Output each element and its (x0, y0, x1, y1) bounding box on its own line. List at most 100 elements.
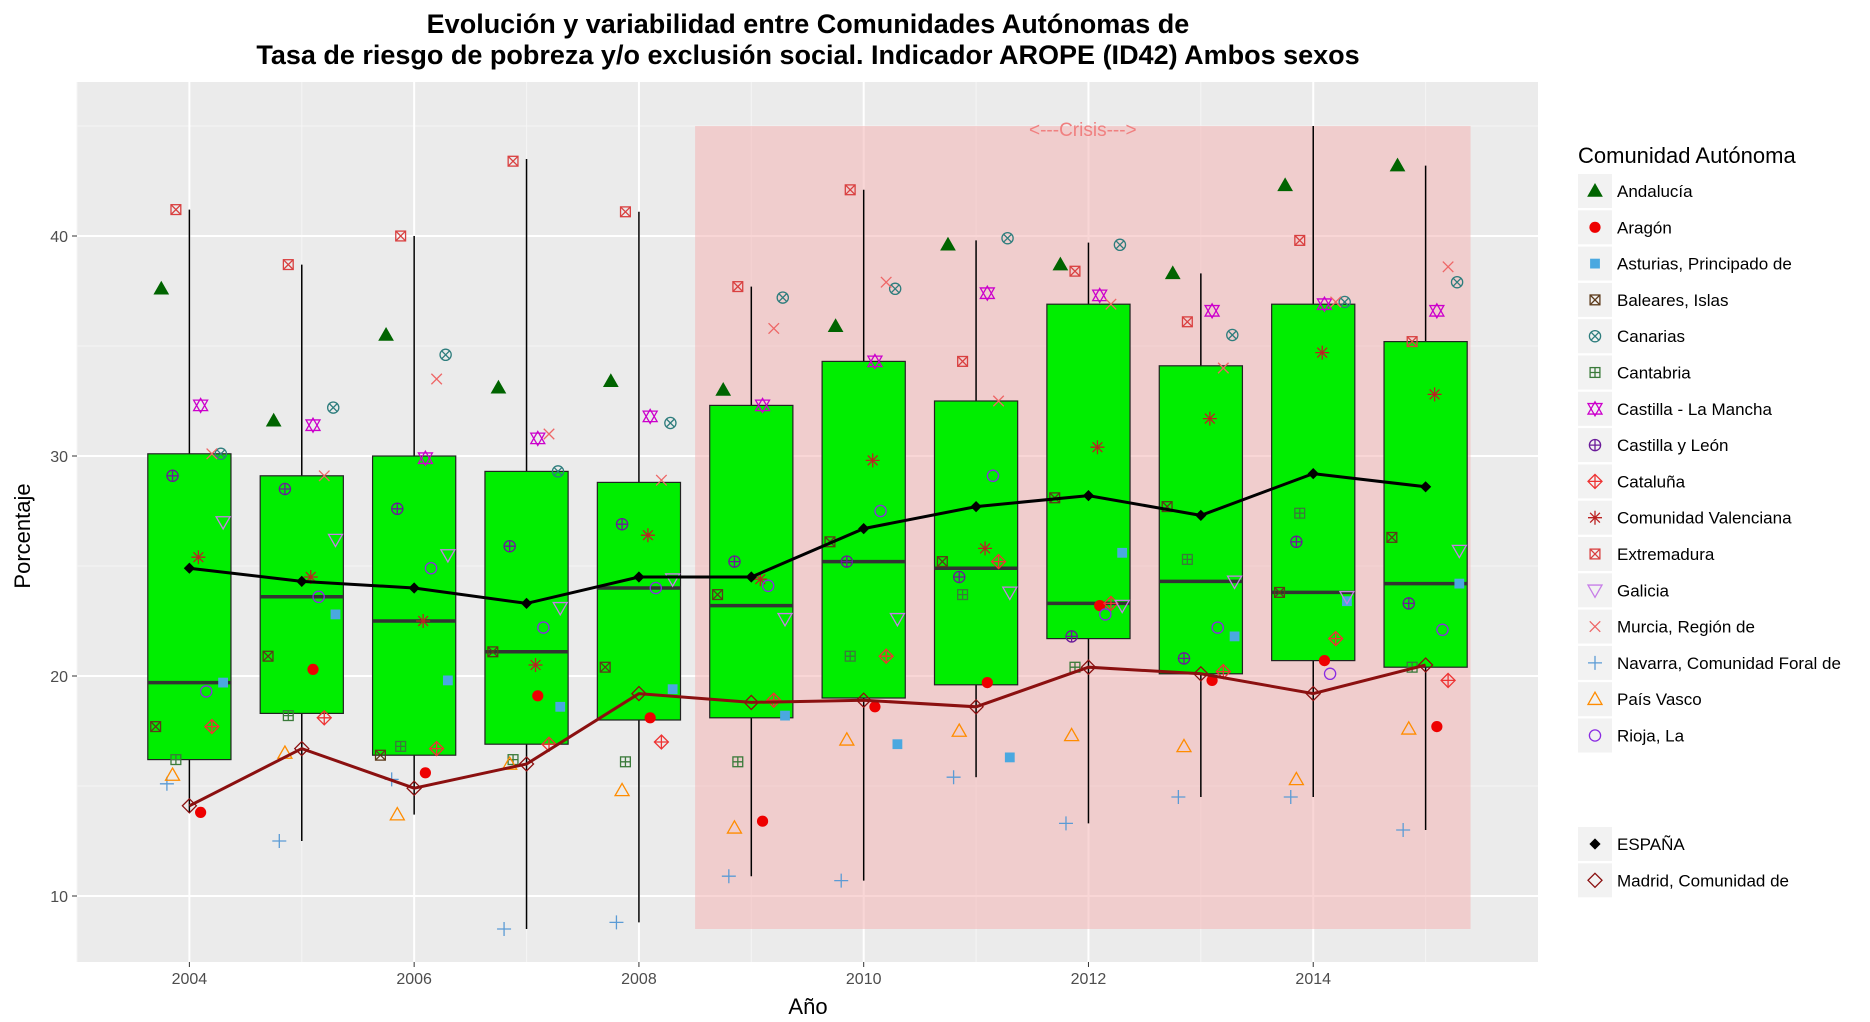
legend-label: Madrid, Comunidad de (1617, 871, 1789, 890)
data-point (206, 448, 218, 460)
data-point (655, 474, 668, 486)
legend-item: Castilla - La Mancha (1578, 391, 1773, 426)
box-body (371, 455, 457, 756)
data-point (1091, 287, 1108, 304)
legend-item: Asturias, Principado de (1578, 246, 1792, 281)
series-andaluc-a (153, 157, 1406, 427)
data-point (1069, 265, 1081, 277)
series-canarias (214, 231, 1464, 478)
legend-key (1578, 682, 1612, 717)
data-point (869, 701, 881, 713)
data-point (780, 710, 790, 721)
legend-marker (1589, 221, 1601, 233)
data-point (1273, 586, 1286, 598)
line-espana (189, 472, 1426, 605)
data-point (936, 556, 948, 568)
data-point (416, 614, 431, 628)
data-point (1288, 771, 1305, 786)
data-point (1181, 316, 1193, 328)
data-point (834, 873, 849, 888)
legend-item: Madrid, Comunidad de (1578, 863, 1789, 898)
data-point (1428, 302, 1445, 320)
data-point (642, 408, 659, 425)
legend-item: Rioja, La (1578, 718, 1685, 753)
data-point (732, 281, 744, 293)
legend-label: Rioja, La (1617, 727, 1685, 746)
box-body (259, 475, 344, 714)
legend: Comunidad Autónoma Andalucía Aragón Asturia… (1578, 143, 1841, 898)
data-point (721, 869, 736, 884)
data-point (653, 734, 670, 750)
series-comunidad-valenciana (191, 345, 1442, 672)
data-point (978, 541, 993, 556)
legend-title: Comunidad Autónoma (1578, 143, 1796, 168)
data-point (1229, 631, 1240, 642)
data-point (1342, 596, 1352, 607)
x-tick-label: 2006 (396, 971, 432, 988)
line-point (1417, 657, 1434, 673)
data-point (170, 204, 182, 216)
series-castilla-la-mancha (192, 284, 1445, 467)
chart-title-line1: Evolución y variabilidad entre Comunidad… (427, 9, 1190, 39)
series-extremadura (170, 155, 1418, 367)
x-tick-label: 2014 (1295, 971, 1331, 988)
box-body (1271, 303, 1356, 662)
legend-key (1578, 391, 1612, 426)
line-point (1195, 509, 1207, 521)
data-point (1099, 608, 1112, 621)
data-point (715, 381, 732, 396)
data-point (1316, 295, 1333, 313)
data-point (844, 650, 856, 662)
data-point (487, 646, 499, 658)
data-point (712, 589, 724, 601)
data-point (1315, 345, 1330, 360)
data-point (619, 206, 631, 218)
data-point (395, 740, 407, 752)
legend-marker (1587, 182, 1603, 197)
data-point (940, 236, 956, 251)
data-point (957, 355, 969, 367)
legend-label: ESPAÑA (1617, 835, 1685, 854)
data-point (664, 416, 677, 430)
data-point (1283, 790, 1298, 804)
x-tick-label: 2012 (1071, 971, 1107, 988)
data-point (776, 612, 794, 628)
line-point (633, 571, 645, 583)
box-2011 (933, 240, 1019, 778)
data-point (1202, 411, 1217, 426)
data-point (892, 739, 903, 750)
legend-marker (1589, 548, 1601, 560)
data-point (1327, 630, 1344, 647)
data-point (889, 612, 906, 628)
data-point (330, 609, 341, 620)
data-point (1217, 362, 1230, 374)
legend-label: Aragón (1617, 218, 1672, 237)
data-point (986, 469, 1000, 483)
data-point (497, 922, 512, 936)
data-point (262, 650, 274, 662)
legend-marker (1587, 473, 1603, 490)
box-2004 (147, 209, 232, 813)
data-point (218, 677, 228, 688)
data-point (191, 550, 206, 565)
data-point (419, 767, 431, 779)
crisis-label: <---Crisis---> (1029, 120, 1137, 141)
box-2012 (1046, 242, 1131, 824)
legend-marker (1586, 400, 1604, 418)
data-point (532, 690, 544, 702)
data-point (543, 428, 555, 440)
data-point (753, 572, 768, 587)
data-point (754, 397, 771, 414)
data-point (326, 401, 340, 414)
data-point (644, 712, 656, 724)
y-tick-label: 40 (50, 229, 68, 246)
legend-label: Cataluña (1617, 472, 1686, 491)
data-point (374, 749, 386, 761)
data-point (1052, 256, 1069, 271)
legend-label: Comunidad Valenciana (1617, 509, 1792, 528)
data-point (1318, 655, 1331, 667)
data-point (501, 755, 518, 770)
data-point (1181, 553, 1193, 565)
data-point (1277, 177, 1293, 192)
data-point (318, 470, 330, 482)
